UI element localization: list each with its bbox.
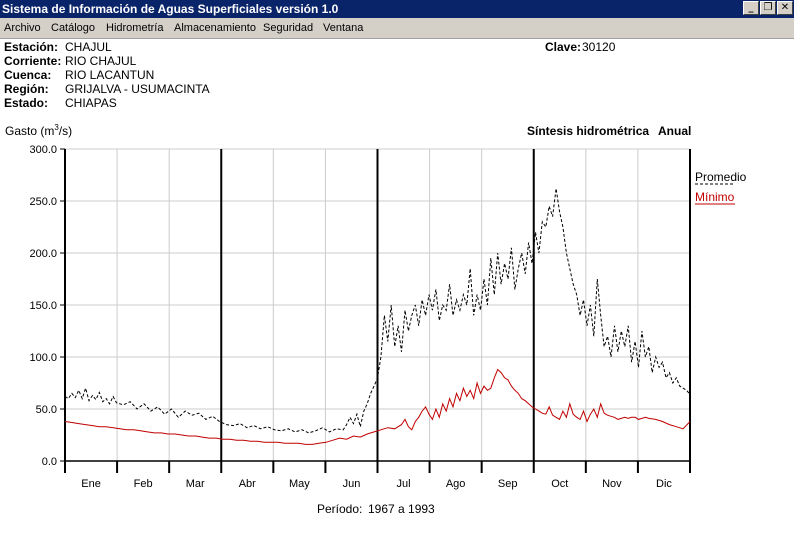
periodo-value: 1967 a 1993 (368, 502, 435, 516)
y-tick-label: 250.0 (29, 196, 57, 208)
estacion-value: CHAJUL (65, 40, 112, 54)
month-label-ago: Ago (446, 478, 466, 490)
month-label-oct: Oct (551, 478, 568, 490)
y-tick-label: 100.0 (29, 352, 57, 364)
month-label-feb: Feb (134, 478, 153, 490)
month-label-dic: Dic (656, 478, 672, 490)
corriente-label: Corriente: (4, 54, 62, 68)
minimize-button[interactable]: _ (743, 1, 759, 15)
region-value: GRIJALVA - USUMACINTA (65, 82, 210, 96)
series-promedio-line (64, 188, 691, 434)
month-label-abr: Abr (239, 478, 256, 490)
y-tick-label: 300.0 (29, 144, 57, 156)
window-title: Sistema de Información de Aguas Superfic… (2, 2, 339, 16)
menu-bar: Archivo Catálogo Hidrometría Almacenamie… (0, 18, 794, 39)
month-label-sep: Sep (498, 478, 518, 490)
legend-promedio: Promedio (695, 170, 747, 184)
month-label-jun: Jun (343, 478, 361, 490)
y-tick-label: 50.0 (36, 404, 57, 416)
chart-subtitle: Anual (658, 124, 691, 138)
y-tick-label: 150.0 (29, 300, 57, 312)
cuenca-value: RIO LACANTUN (65, 68, 155, 82)
y-axis-label: Gasto (m3/s) (5, 123, 72, 138)
menu-ventana[interactable]: Ventana (323, 22, 364, 34)
title-bar: Sistema de Información de Aguas Superfic… (0, 0, 794, 18)
month-label-jul: Jul (397, 478, 411, 490)
y-tick-label: 200.0 (29, 248, 57, 260)
corriente-value: RIO CHAJUL (65, 54, 137, 68)
legend-minimo: Mínimo (695, 190, 735, 204)
month-label-mar: Mar (186, 478, 205, 490)
month-label-ene: Ene (81, 478, 101, 490)
estado-value: CHIAPAS (65, 96, 117, 110)
month-label-may: May (289, 478, 310, 490)
chart-title: Síntesis hidrométrica (527, 124, 649, 138)
estacion-label: Estación: (4, 40, 59, 54)
menu-catalogo[interactable]: Catálogo (51, 22, 96, 34)
menu-almacenamiento[interactable]: Almacenamiento (174, 22, 256, 34)
y-tick-label: 0.0 (42, 456, 57, 468)
region-label: Región: (4, 82, 49, 96)
close-button[interactable]: ✕ (777, 1, 793, 15)
clave-label: Clave: (545, 40, 582, 54)
menu-hidrometria[interactable]: Hidrometría (106, 22, 164, 34)
month-label-nov: Nov (602, 478, 622, 490)
periodo-label: Período: (317, 502, 362, 516)
cuenca-label: Cuenca: (4, 68, 52, 82)
clave-value: 30120 (582, 40, 616, 54)
menu-archivo[interactable]: Archivo (4, 22, 41, 34)
restore-button[interactable]: ❐ (760, 1, 776, 15)
menu-seguridad[interactable]: Seguridad (263, 22, 314, 34)
series-minimo-line (64, 368, 691, 445)
estado-label: Estado: (4, 96, 49, 110)
